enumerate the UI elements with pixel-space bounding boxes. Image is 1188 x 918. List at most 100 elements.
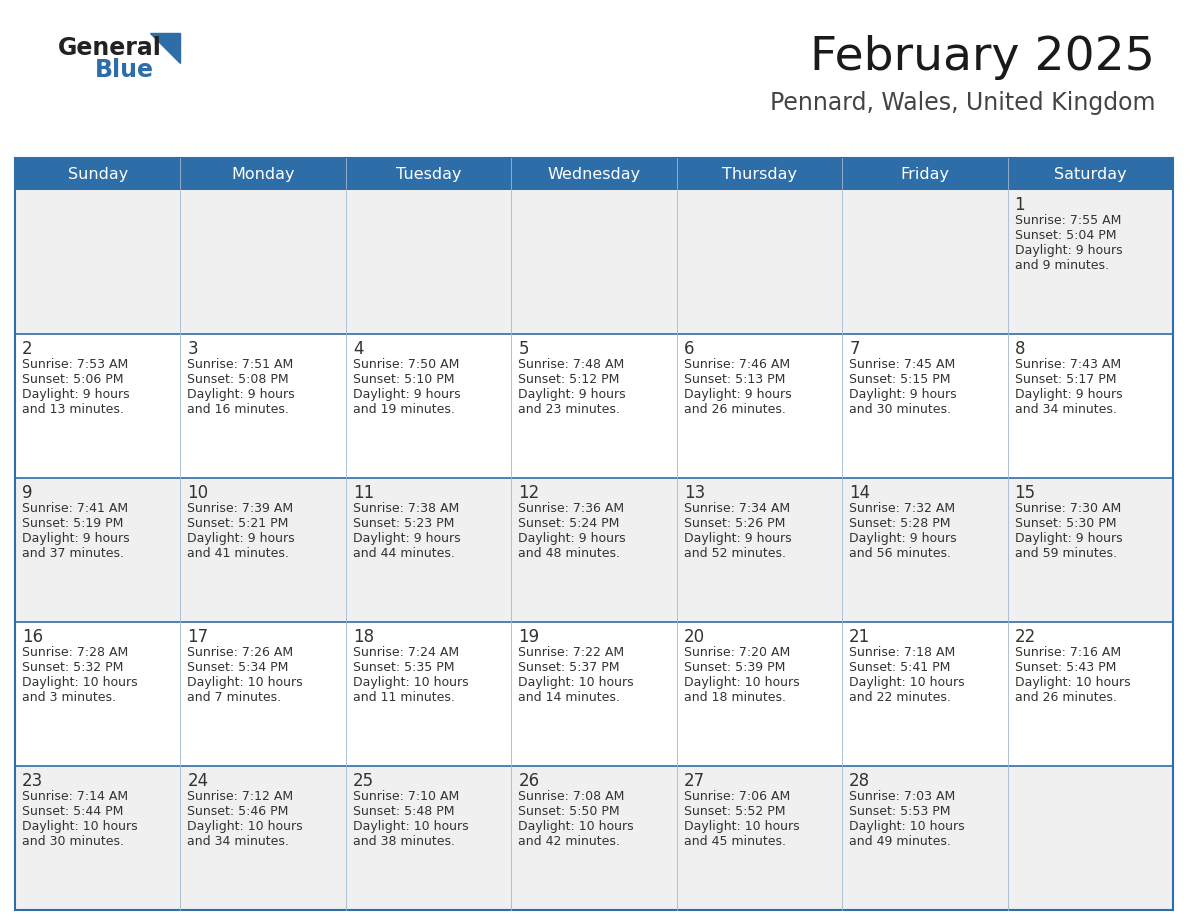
Text: and 38 minutes.: and 38 minutes. [353,835,455,848]
Text: and 16 minutes.: and 16 minutes. [188,403,290,416]
Polygon shape [150,33,181,63]
Text: and 56 minutes.: and 56 minutes. [849,547,952,560]
Text: Daylight: 9 hours: Daylight: 9 hours [188,532,295,545]
Text: Sunrise: 7:34 AM: Sunrise: 7:34 AM [684,502,790,515]
Text: 28: 28 [849,772,871,790]
Text: 27: 27 [684,772,704,790]
Text: and 14 minutes.: and 14 minutes. [518,691,620,704]
Text: and 18 minutes.: and 18 minutes. [684,691,785,704]
Text: Sunset: 5:26 PM: Sunset: 5:26 PM [684,517,785,530]
Text: and 45 minutes.: and 45 minutes. [684,835,785,848]
Text: Sunrise: 7:16 AM: Sunrise: 7:16 AM [1015,646,1120,659]
Text: 20: 20 [684,628,704,646]
Text: Daylight: 9 hours: Daylight: 9 hours [353,532,461,545]
Text: and 23 minutes.: and 23 minutes. [518,403,620,416]
Text: and 37 minutes.: and 37 minutes. [23,547,124,560]
Bar [15,334,1173,478]
Text: Sunset: 5:23 PM: Sunset: 5:23 PM [353,517,454,530]
Text: 16: 16 [23,628,43,646]
Text: Sunrise: 7:43 AM: Sunrise: 7:43 AM [1015,358,1120,371]
Bar [15,158,1173,910]
Bar [15,190,1173,334]
Text: Sunset: 5:12 PM: Sunset: 5:12 PM [518,373,620,386]
Text: Daylight: 10 hours: Daylight: 10 hours [353,820,468,833]
Text: Daylight: 10 hours: Daylight: 10 hours [849,820,965,833]
Text: Sunset: 5:13 PM: Sunset: 5:13 PM [684,373,785,386]
Text: Daylight: 10 hours: Daylight: 10 hours [849,676,965,689]
Text: Sunrise: 7:50 AM: Sunrise: 7:50 AM [353,358,460,371]
Text: Friday: Friday [901,166,949,182]
Text: Sunset: 5:15 PM: Sunset: 5:15 PM [849,373,950,386]
Text: 26: 26 [518,772,539,790]
Text: Sunrise: 7:28 AM: Sunrise: 7:28 AM [23,646,128,659]
Text: Sunset: 5:04 PM: Sunset: 5:04 PM [1015,229,1116,242]
Text: and 3 minutes.: and 3 minutes. [23,691,116,704]
Text: 7: 7 [849,340,860,358]
Text: 22: 22 [1015,628,1036,646]
Text: Daylight: 9 hours: Daylight: 9 hours [518,532,626,545]
Text: Pennard, Wales, United Kingdom: Pennard, Wales, United Kingdom [770,91,1155,115]
Text: Sunday: Sunday [68,166,128,182]
Text: Daylight: 9 hours: Daylight: 9 hours [849,388,956,401]
Text: Wednesday: Wednesday [548,166,640,182]
Text: and 22 minutes.: and 22 minutes. [849,691,952,704]
Text: Sunrise: 7:12 AM: Sunrise: 7:12 AM [188,790,293,803]
Text: Sunset: 5:37 PM: Sunset: 5:37 PM [518,661,620,674]
Text: Sunset: 5:34 PM: Sunset: 5:34 PM [188,661,289,674]
Text: Monday: Monday [232,166,295,182]
Text: Sunrise: 7:53 AM: Sunrise: 7:53 AM [23,358,128,371]
Text: 15: 15 [1015,484,1036,502]
Text: Sunrise: 7:46 AM: Sunrise: 7:46 AM [684,358,790,371]
Text: Sunrise: 7:48 AM: Sunrise: 7:48 AM [518,358,625,371]
Text: Daylight: 9 hours: Daylight: 9 hours [188,388,295,401]
Text: Sunrise: 7:24 AM: Sunrise: 7:24 AM [353,646,459,659]
Text: Daylight: 9 hours: Daylight: 9 hours [1015,532,1123,545]
Text: Sunset: 5:17 PM: Sunset: 5:17 PM [1015,373,1116,386]
Text: and 42 minutes.: and 42 minutes. [518,835,620,848]
Text: Tuesday: Tuesday [396,166,461,182]
Text: and 11 minutes.: and 11 minutes. [353,691,455,704]
Bar [15,622,1173,766]
Text: and 41 minutes.: and 41 minutes. [188,547,290,560]
Text: Sunset: 5:32 PM: Sunset: 5:32 PM [23,661,124,674]
Text: Sunset: 5:19 PM: Sunset: 5:19 PM [23,517,124,530]
Text: Daylight: 9 hours: Daylight: 9 hours [1015,388,1123,401]
Text: Sunrise: 7:26 AM: Sunrise: 7:26 AM [188,646,293,659]
Text: Sunrise: 7:45 AM: Sunrise: 7:45 AM [849,358,955,371]
Text: 5: 5 [518,340,529,358]
Text: Saturday: Saturday [1054,166,1126,182]
Text: Sunrise: 7:03 AM: Sunrise: 7:03 AM [849,790,955,803]
Text: 8: 8 [1015,340,1025,358]
Text: and 19 minutes.: and 19 minutes. [353,403,455,416]
Text: and 52 minutes.: and 52 minutes. [684,547,785,560]
Bar [15,766,1173,910]
Text: Daylight: 10 hours: Daylight: 10 hours [188,820,303,833]
Bar [15,158,1173,190]
Text: Daylight: 10 hours: Daylight: 10 hours [684,676,800,689]
Text: 24: 24 [188,772,209,790]
Text: Daylight: 10 hours: Daylight: 10 hours [23,820,138,833]
Text: and 30 minutes.: and 30 minutes. [849,403,952,416]
Text: and 26 minutes.: and 26 minutes. [1015,691,1117,704]
Text: Sunset: 5:06 PM: Sunset: 5:06 PM [23,373,124,386]
Text: and 26 minutes.: and 26 minutes. [684,403,785,416]
Text: 21: 21 [849,628,871,646]
Text: Sunrise: 7:30 AM: Sunrise: 7:30 AM [1015,502,1120,515]
Text: Blue: Blue [95,58,154,82]
Text: Daylight: 9 hours: Daylight: 9 hours [1015,244,1123,257]
Text: Sunrise: 7:36 AM: Sunrise: 7:36 AM [518,502,625,515]
Text: and 49 minutes.: and 49 minutes. [849,835,952,848]
Text: Daylight: 9 hours: Daylight: 9 hours [684,388,791,401]
Text: 14: 14 [849,484,871,502]
Text: Sunset: 5:46 PM: Sunset: 5:46 PM [188,805,289,818]
Text: and 34 minutes.: and 34 minutes. [188,835,290,848]
Text: Sunset: 5:39 PM: Sunset: 5:39 PM [684,661,785,674]
Text: Sunrise: 7:06 AM: Sunrise: 7:06 AM [684,790,790,803]
Text: Daylight: 10 hours: Daylight: 10 hours [188,676,303,689]
Text: 3: 3 [188,340,198,358]
Text: Sunrise: 7:14 AM: Sunrise: 7:14 AM [23,790,128,803]
Text: Daylight: 9 hours: Daylight: 9 hours [684,532,791,545]
Text: and 44 minutes.: and 44 minutes. [353,547,455,560]
Text: Sunset: 5:35 PM: Sunset: 5:35 PM [353,661,454,674]
Text: Daylight: 10 hours: Daylight: 10 hours [1015,676,1130,689]
